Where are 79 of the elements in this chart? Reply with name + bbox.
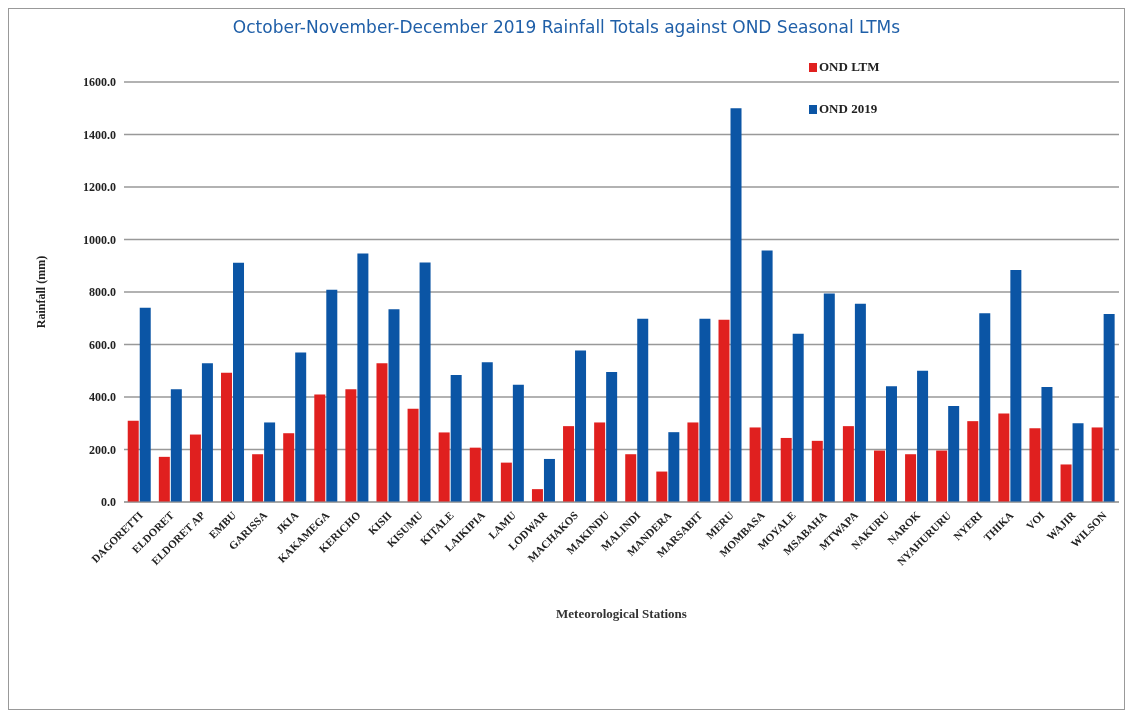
bar [873, 450, 885, 502]
bar [1091, 427, 1103, 502]
bar [637, 318, 649, 502]
bar [792, 333, 804, 502]
bar [158, 456, 170, 502]
bar [543, 458, 555, 502]
bar [761, 250, 773, 502]
bar [357, 253, 369, 502]
bar [668, 432, 680, 502]
bar [718, 319, 730, 502]
bar [842, 426, 854, 502]
bar [295, 352, 307, 502]
y-tick-label: 400.0 [89, 390, 116, 405]
bar [201, 363, 213, 502]
bar [189, 434, 201, 502]
bar [687, 422, 699, 502]
bar [1010, 269, 1022, 502]
bar [699, 318, 711, 502]
bar [388, 309, 400, 502]
y-tick-label: 1600.0 [83, 75, 116, 90]
bar [221, 372, 233, 502]
bar [127, 420, 139, 502]
y-tick-label: 1000.0 [83, 232, 116, 247]
bar [823, 293, 835, 502]
bar [481, 362, 493, 502]
bar [749, 427, 761, 502]
bar [170, 389, 182, 502]
bar [407, 408, 419, 502]
legend-label: OND LTM [819, 59, 880, 75]
bar [1103, 314, 1115, 502]
bar [314, 394, 326, 502]
bar [1072, 423, 1084, 502]
bar [139, 307, 151, 502]
bar [948, 405, 960, 502]
bar [345, 389, 357, 502]
bar [730, 108, 742, 502]
bar [252, 454, 264, 502]
bar [1029, 428, 1041, 502]
bar [376, 363, 388, 502]
bar [264, 422, 276, 502]
bar [606, 372, 618, 502]
bar [575, 350, 587, 502]
y-tick-label: 0.0 [101, 495, 116, 510]
bar [917, 370, 929, 502]
bar [936, 450, 948, 502]
chart-title: October-November-December 2019 Rainfall Totals against OND Seasonal LTMs [231, 17, 902, 37]
bar [656, 471, 668, 502]
bar [625, 454, 637, 502]
y-axis-title: Rainfall (mm) [34, 255, 49, 329]
bar [326, 289, 338, 502]
bar [419, 262, 431, 502]
bar [469, 447, 481, 502]
bar [780, 437, 792, 502]
x-tick-label: VOI [1023, 508, 1047, 532]
bar [563, 426, 575, 502]
bar [811, 440, 823, 502]
bar [967, 421, 979, 502]
bar [233, 262, 245, 502]
bar [450, 374, 462, 502]
bar [1060, 464, 1072, 502]
bar [905, 454, 917, 502]
bar [998, 413, 1010, 502]
x-axis-title: Meteorological Stations [556, 606, 687, 621]
y-tick-label: 1200.0 [83, 180, 116, 195]
bar [512, 384, 524, 502]
bar [979, 313, 991, 502]
bar [438, 432, 450, 502]
bar [531, 489, 543, 502]
y-tick-label: 800.0 [89, 285, 116, 300]
bar [854, 303, 866, 502]
bar [1041, 387, 1053, 502]
y-tick-label: 200.0 [89, 442, 116, 457]
bar [500, 462, 512, 502]
bar [885, 386, 897, 502]
bar [283, 433, 295, 502]
y-tick-label: 600.0 [89, 337, 116, 352]
legend-label: OND 2019 [819, 101, 878, 117]
y-tick-label: 1400.0 [83, 127, 116, 142]
bar [594, 422, 606, 502]
